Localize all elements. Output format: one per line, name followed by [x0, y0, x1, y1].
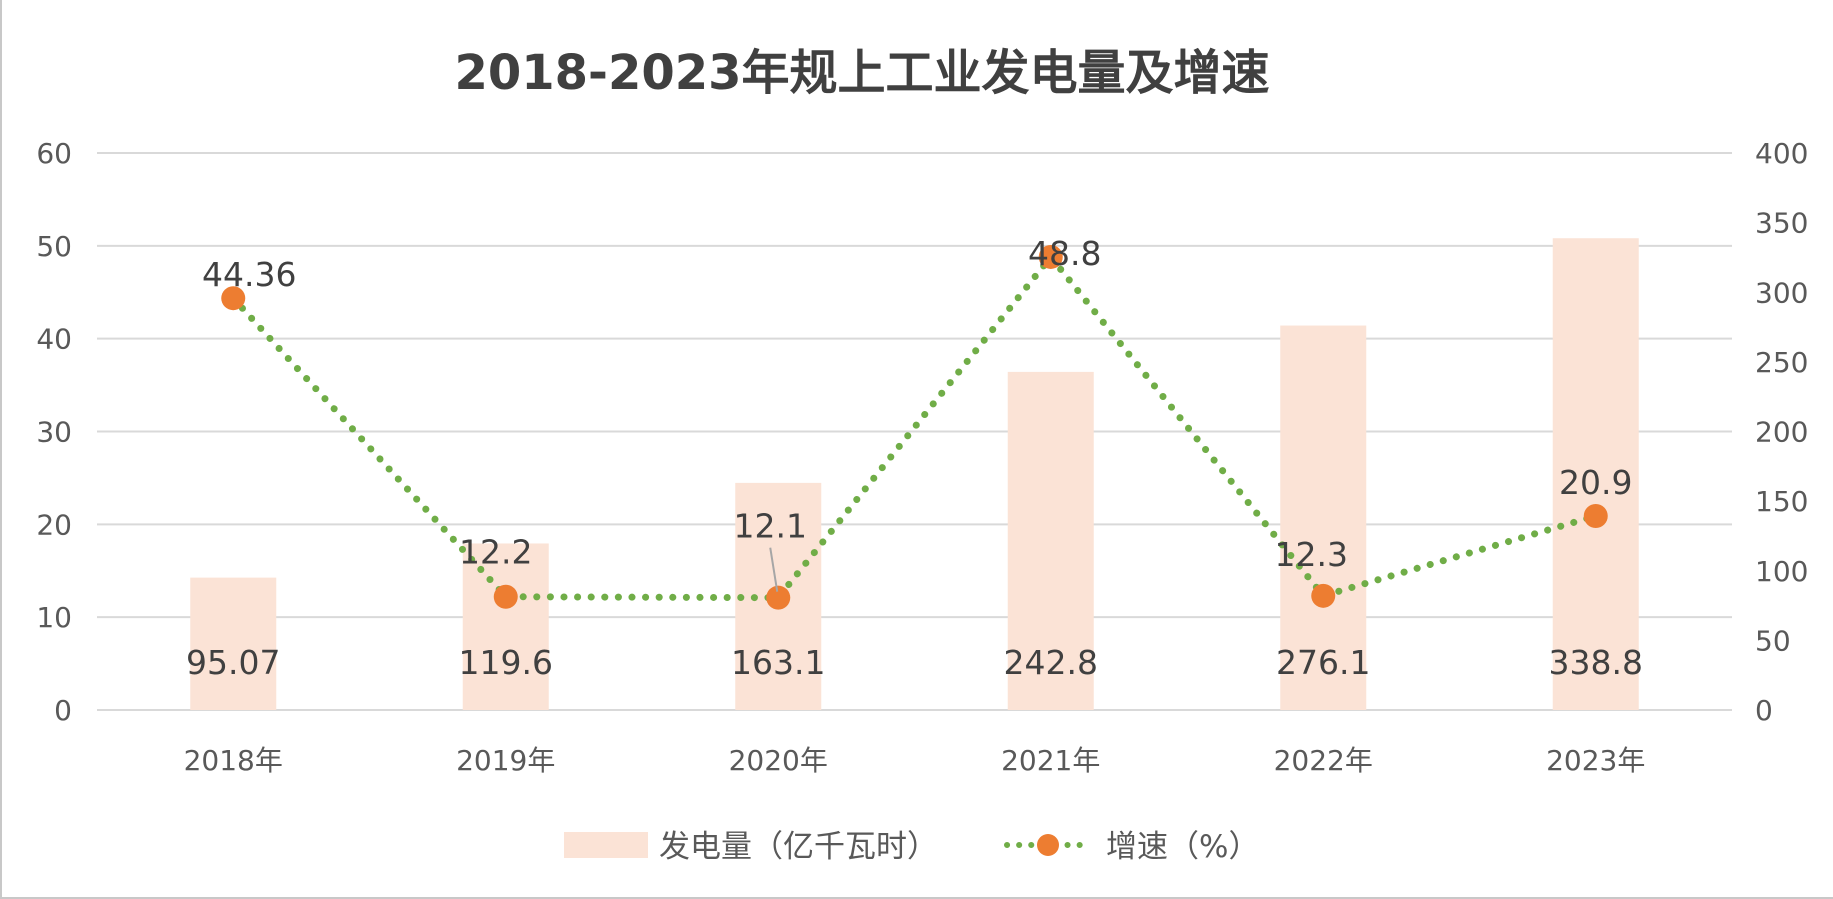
bar — [1007, 371, 1094, 710]
right-axis-ticks: 0 50 100 150 200 250 300 350 400 — [1755, 137, 1808, 727]
line-series — [221, 244, 1608, 610]
bar — [190, 577, 277, 710]
line-marker — [493, 584, 518, 609]
x-tick-label: 2020年 — [729, 744, 828, 777]
bar-value-label: 242.8 — [1004, 643, 1098, 682]
right-tick-label: 50 — [1755, 624, 1791, 657]
bar — [1552, 238, 1639, 710]
legend-label-line: 增速（%） — [1106, 829, 1259, 865]
legend-label-bar: 发电量（亿千瓦时） — [659, 829, 938, 865]
x-tick-label: 2021年 — [1001, 744, 1100, 777]
bar-value-label: 163.1 — [731, 643, 825, 682]
left-tick-label: 40 — [36, 323, 72, 356]
x-tick-label: 2022年 — [1274, 744, 1373, 777]
legend: 发电量（亿千瓦时） 增速（%） — [564, 829, 1259, 865]
bar-series — [190, 238, 1639, 710]
line-marker — [1583, 503, 1608, 528]
line-path — [229, 251, 1600, 602]
bar — [1280, 325, 1367, 710]
x-tick-label: 2018年 — [184, 744, 283, 777]
right-tick-label: 350 — [1755, 207, 1808, 240]
x-tick-label: 2023年 — [1546, 744, 1645, 777]
legend-swatch-marker — [1037, 834, 1059, 856]
x-axis-ticks: 2018年 2019年 2020年 2021年 2022年 2023年 — [184, 744, 1646, 777]
bar-value-label: 276.1 — [1276, 643, 1370, 682]
line-value-label: 20.9 — [1559, 463, 1632, 502]
bar — [462, 543, 549, 710]
line-value-label: 12.2 — [459, 533, 532, 572]
line-marker — [1038, 244, 1063, 269]
line-marker — [221, 286, 246, 311]
legend-swatch-bar — [564, 832, 648, 858]
line-value-label: 12.3 — [1275, 535, 1348, 574]
line-data-labels: 44.36 12.2 12.1 48.8 12.3 20.9 — [202, 234, 1632, 592]
left-tick-label: 0 — [54, 694, 72, 727]
bar-data-labels: 95.07 119.6 163.1 242.8 276.1 338.8 — [186, 643, 1643, 682]
label-leader-line — [769, 547, 779, 592]
bar-value-label: 95.07 — [186, 643, 280, 682]
gridlines — [97, 152, 1732, 711]
line-value-label: 48.8 — [1028, 234, 1101, 273]
left-axis-ticks: 0 10 20 30 40 50 60 — [36, 137, 72, 727]
right-tick-label: 100 — [1755, 555, 1808, 588]
left-tick-label: 30 — [36, 416, 72, 449]
line-marker — [1311, 583, 1336, 608]
line-value-label: 44.36 — [202, 255, 296, 294]
line-value-label: 12.1 — [734, 507, 807, 546]
x-tick-label: 2019年 — [456, 744, 555, 777]
bar-value-label: 119.6 — [459, 643, 553, 682]
left-tick-label: 10 — [36, 601, 72, 634]
right-tick-label: 300 — [1755, 276, 1808, 309]
right-tick-label: 250 — [1755, 346, 1808, 379]
left-tick-label: 50 — [36, 230, 72, 263]
right-tick-label: 150 — [1755, 485, 1808, 518]
line-marker — [766, 585, 791, 610]
right-tick-label: 200 — [1755, 416, 1808, 449]
chart-title: 2018-2023年规上工业发电量及增速 — [454, 45, 1269, 101]
right-tick-label: 0 — [1755, 694, 1773, 727]
left-tick-label: 20 — [36, 508, 72, 541]
bar-value-label: 338.8 — [1549, 643, 1643, 682]
left-tick-label: 60 — [36, 137, 72, 170]
right-tick-label: 400 — [1755, 137, 1808, 170]
